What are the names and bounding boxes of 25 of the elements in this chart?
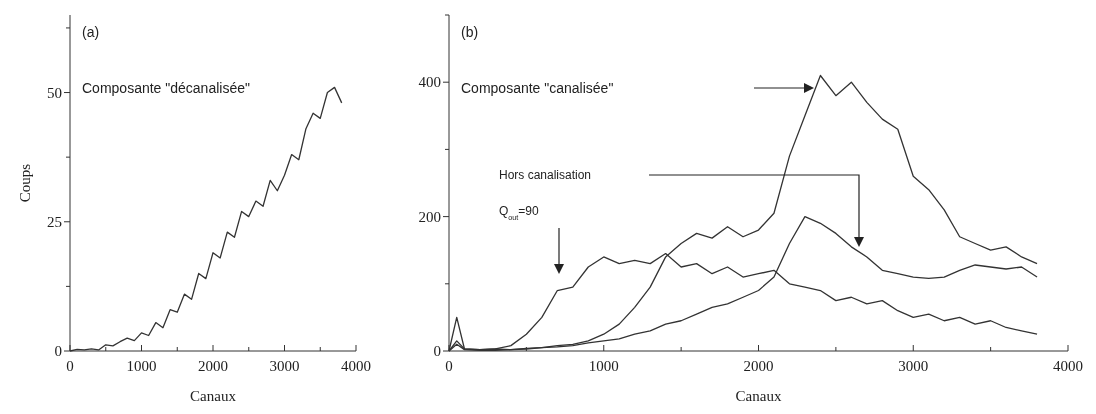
x-tick-label: 3000: [269, 358, 300, 374]
annotation: Hors canalisation: [499, 168, 592, 182]
y-tick-label: 0: [433, 343, 441, 360]
annotation: (b): [461, 24, 479, 40]
y-tick-label: 50: [47, 84, 62, 101]
y-axis-title: Coups: [17, 163, 33, 203]
x-tick-label: 4000: [341, 358, 371, 374]
x-axis-title: Canaux: [735, 388, 782, 404]
annotation: Q$_{out}$=90: [499, 204, 540, 222]
x-axis-title: Canaux: [190, 388, 237, 404]
x-tick-label: 1000: [588, 358, 619, 374]
x-tick-label: 2000: [198, 358, 228, 374]
x-tick-label: 0: [445, 358, 453, 374]
y-tick-label: 200: [418, 208, 441, 225]
annotation: Composante "décanalisée": [82, 80, 250, 96]
annotation: (a): [82, 24, 100, 40]
x-tick-label: 3000: [898, 358, 929, 374]
y-tick-label: 25: [47, 214, 62, 231]
y-tick-label: 400: [418, 74, 441, 91]
x-tick-label: 0: [66, 358, 74, 374]
x-tick-label: 2000: [743, 358, 774, 374]
annotation: Composante "canalisée": [461, 80, 614, 96]
x-tick-label: 4000: [1053, 358, 1083, 374]
y-tick-label: 0: [54, 343, 62, 360]
x-tick-label: 1000: [126, 358, 157, 374]
